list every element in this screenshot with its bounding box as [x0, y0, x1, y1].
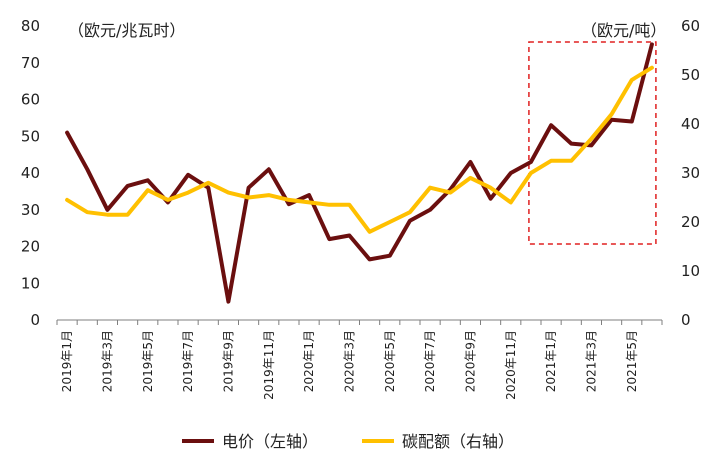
x-tick-label: 2021年3月	[584, 330, 598, 392]
y-right-tick-label: 40	[681, 115, 700, 133]
y-right-tick-label: 50	[681, 66, 700, 84]
series-line-electricity	[65, 42, 654, 304]
x-tick-label: 2019年5月	[141, 330, 155, 392]
x-tick-label: 2020年5月	[383, 330, 397, 392]
left-axis-unit-label: （欧元/兆瓦时）	[68, 21, 185, 40]
y-left-tick-label: 70	[21, 54, 40, 72]
series	[65, 42, 654, 304]
x-tick-label: 2020年11月	[504, 330, 518, 400]
x-tick-label: 2019年7月	[181, 330, 195, 392]
x-tick-label: 2020年9月	[463, 330, 477, 392]
y-right-tick-label: 20	[681, 213, 700, 231]
x-tick-label: 2020年7月	[423, 330, 437, 392]
x-tick-label: 2021年1月	[544, 330, 558, 392]
tick-labels: 0 10 20 30 40 50 60 70 80 0 10 20 30 40 50 60 2019年1月 201…	[21, 17, 700, 400]
axes	[56, 319, 663, 325]
y-left-tick-label: 40	[21, 164, 40, 182]
legend-label-carbon: 碳配额（右轴）	[402, 432, 514, 451]
series-line-carbon	[65, 65, 654, 234]
x-tick-label: 2019年11月	[262, 330, 276, 400]
x-tick-label: 2020年1月	[302, 330, 316, 392]
highlight-rect	[528, 41, 657, 245]
y-right-tick-label: 60	[681, 17, 700, 35]
highlight-box	[528, 41, 657, 245]
y-right-tick-label: 30	[681, 164, 700, 182]
y-left-tick-label: 10	[21, 274, 40, 292]
y-left-tick-label: 30	[21, 201, 40, 219]
y-left-tick-label: 50	[21, 127, 40, 145]
x-tick-label: 2019年3月	[100, 330, 114, 392]
x-tick-label: 2019年9月	[221, 330, 235, 392]
y-right-tick-label: 0	[681, 311, 691, 329]
right-axis-unit-label: （欧元/吨）	[581, 21, 666, 40]
legend: 电价（左轴） 碳配额（右轴）	[182, 432, 514, 451]
y-left-tick-label: 80	[21, 17, 40, 35]
x-tick-label: 2021年5月	[625, 330, 639, 392]
legend-label-electricity: 电价（左轴）	[222, 432, 318, 451]
x-tick-label: 2020年3月	[342, 330, 356, 392]
y-right-tick-label: 10	[681, 262, 700, 280]
x-tick-label: 2019年1月	[60, 330, 74, 392]
y-left-tick-label: 20	[21, 238, 40, 256]
y-left-tick-label: 0	[30, 311, 40, 329]
y-left-tick-label: 60	[21, 91, 40, 109]
